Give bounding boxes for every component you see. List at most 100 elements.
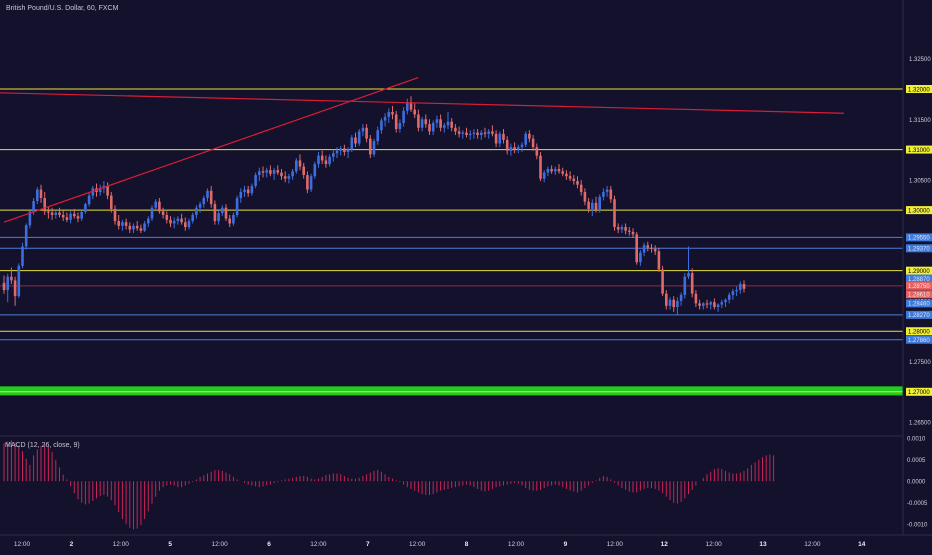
candle-body[interactable] (491, 131, 494, 134)
candle-body[interactable] (402, 110, 405, 123)
candle-body[interactable] (187, 221, 191, 228)
candle-body[interactable] (161, 211, 165, 215)
candle-body[interactable] (191, 214, 194, 222)
candle-body[interactable] (480, 132, 483, 136)
candle-body[interactable] (676, 300, 679, 308)
candle-body[interactable] (332, 153, 335, 157)
candle-body[interactable] (10, 276, 13, 281)
candle-body[interactable] (287, 176, 291, 179)
candle-body[interactable] (47, 211, 50, 213)
candle-body[interactable] (58, 212, 61, 215)
candle-body[interactable] (472, 132, 476, 134)
candle-body[interactable] (324, 160, 328, 165)
candle-body[interactable] (365, 127, 368, 139)
candle-body[interactable] (184, 222, 187, 228)
candle-body[interactable] (624, 227, 627, 231)
candle-body[interactable] (295, 160, 298, 172)
candle-body[interactable] (535, 147, 539, 156)
candle-body[interactable] (698, 303, 701, 306)
candle-body[interactable] (687, 273, 690, 277)
candle-body[interactable] (579, 184, 583, 192)
candle-body[interactable] (513, 147, 516, 150)
candle-body[interactable] (672, 299, 675, 308)
candle-body[interactable] (550, 168, 553, 172)
candle-body[interactable] (598, 196, 601, 211)
candle-body[interactable] (724, 299, 727, 303)
candle-body[interactable] (483, 132, 487, 134)
candle-body[interactable] (561, 171, 564, 174)
candle-body[interactable] (224, 207, 228, 219)
candle-body[interactable] (568, 176, 572, 179)
candle-body[interactable] (420, 119, 424, 128)
candle-body[interactable] (531, 138, 535, 148)
candle-body[interactable] (195, 207, 198, 215)
candle-body[interactable] (417, 114, 420, 128)
candle-body[interactable] (209, 190, 213, 205)
candle-body[interactable] (272, 170, 276, 174)
candle-body[interactable] (616, 227, 620, 230)
candle-body[interactable] (158, 201, 161, 212)
candle-body[interactable] (343, 148, 346, 152)
candle-body[interactable] (406, 102, 409, 111)
candle-body[interactable] (309, 176, 313, 190)
candle-body[interactable] (727, 294, 731, 300)
candle-body[interactable] (228, 218, 231, 224)
candle-body[interactable] (298, 160, 302, 167)
candle-body[interactable] (613, 199, 616, 228)
candle-body[interactable] (128, 225, 132, 230)
candle-body[interactable] (502, 133, 505, 140)
candle-body[interactable] (439, 119, 442, 128)
candle-body[interactable] (65, 217, 69, 220)
candle-body[interactable] (494, 133, 498, 144)
candle-body[interactable] (628, 230, 631, 232)
candle-body[interactable] (705, 303, 709, 305)
candle-body[interactable] (709, 302, 712, 305)
candle-body[interactable] (106, 185, 109, 196)
candle-body[interactable] (716, 304, 720, 308)
candle-body[interactable] (17, 265, 21, 297)
candle-body[interactable] (557, 168, 561, 172)
candle-body[interactable] (36, 189, 39, 202)
candle-body[interactable] (132, 225, 135, 230)
candle-body[interactable] (80, 211, 83, 219)
candle-body[interactable] (683, 276, 687, 295)
candle-body[interactable] (246, 189, 250, 194)
candle-body[interactable] (454, 127, 457, 132)
candle-body[interactable] (283, 176, 287, 179)
candle-body[interactable] (542, 172, 546, 179)
candle-body[interactable] (665, 293, 668, 306)
candle-body[interactable] (250, 185, 254, 194)
candle-body[interactable] (435, 119, 439, 123)
candle-body[interactable] (198, 204, 202, 208)
candle-body[interactable] (154, 201, 157, 208)
candle-body[interactable] (269, 170, 272, 174)
candle-body[interactable] (2, 282, 6, 291)
candle-body[interactable] (254, 175, 257, 186)
candle-body[interactable] (498, 133, 502, 144)
candle-body[interactable] (524, 133, 527, 145)
candle-body[interactable] (576, 181, 579, 185)
candle-body[interactable] (339, 148, 342, 151)
candle-body[interactable] (679, 294, 683, 301)
candle-body[interactable] (539, 155, 542, 179)
candle-body[interactable] (731, 291, 735, 295)
candle-body[interactable] (346, 149, 350, 152)
candle-body[interactable] (642, 245, 646, 253)
candle-body[interactable] (376, 130, 379, 142)
candle-body[interactable] (291, 171, 294, 177)
candle-body[interactable] (87, 195, 91, 205)
candle-body[interactable] (668, 299, 672, 306)
candle-body[interactable] (565, 173, 568, 177)
candle-body[interactable] (280, 172, 283, 177)
candle-body[interactable] (602, 191, 605, 197)
candle-body[interactable] (528, 133, 531, 139)
candle-body[interactable] (91, 188, 95, 196)
candle-body[interactable] (239, 191, 243, 199)
candle-body[interactable] (713, 302, 716, 308)
candle-body[interactable] (50, 212, 54, 215)
candle-body[interactable] (73, 213, 76, 217)
candle-body[interactable] (657, 251, 661, 270)
candle-body[interactable] (646, 245, 650, 248)
candle-body[interactable] (690, 273, 694, 294)
candle-body[interactable] (232, 214, 235, 224)
